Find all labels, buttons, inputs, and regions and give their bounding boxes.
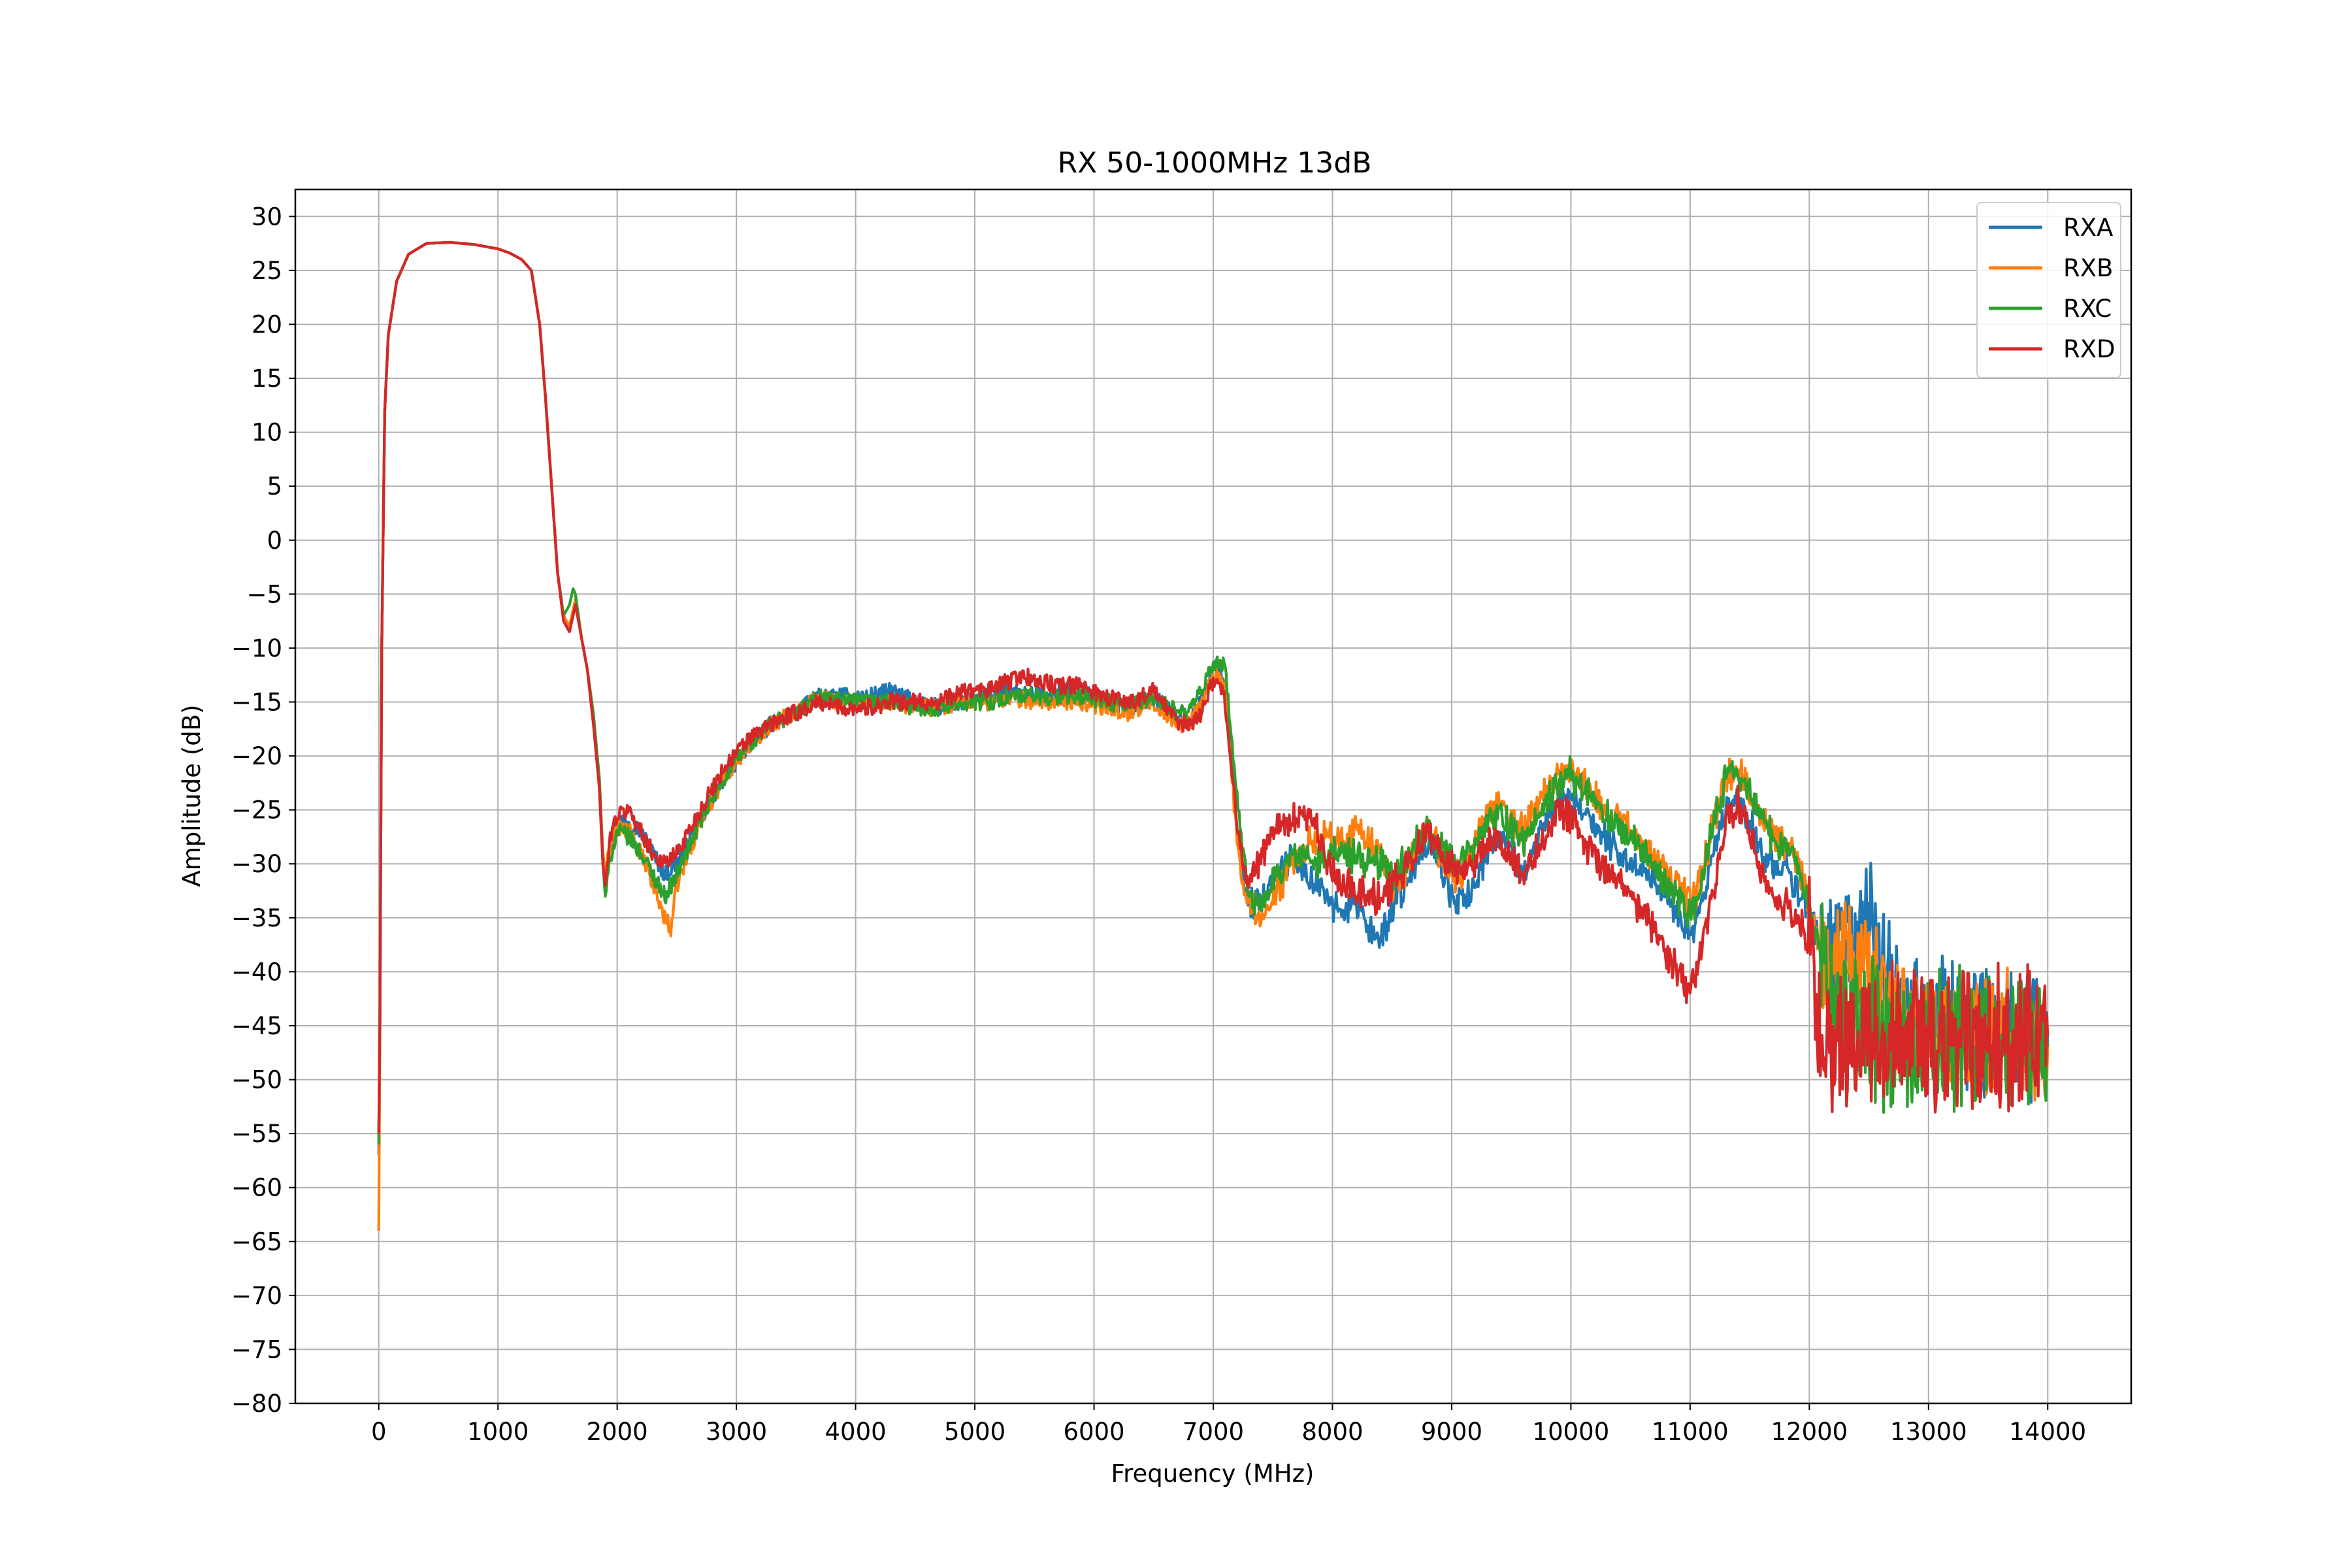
legend-label: RXC (2063, 295, 2112, 323)
y-tick-label: 20 (252, 310, 282, 338)
y-tick-label: −10 (231, 634, 282, 662)
x-tick-label: 2000 (587, 1418, 648, 1446)
y-tick-label: −15 (231, 688, 282, 716)
y-tick-label: −60 (231, 1174, 282, 1202)
chart-title: RX 50-1000MHz 13dB (1058, 146, 1372, 180)
y-tick-label: −50 (231, 1066, 282, 1094)
x-tick-label: 9000 (1421, 1418, 1482, 1446)
y-tick-label: −45 (231, 1012, 282, 1040)
legend-label: RXA (2063, 214, 2113, 242)
y-tick-label: −80 (231, 1390, 282, 1418)
legend: RXA RXB RXC RXD (1976, 202, 2121, 378)
x-axis: 0 1000 2000 3000 4000 5000 6000 7000 8000 9000 100… (371, 1403, 2086, 1446)
x-tick-label: 1000 (467, 1418, 529, 1446)
y-tick-label: −65 (231, 1228, 282, 1256)
y-tick-label: −20 (231, 742, 282, 770)
x-tick-label: 4000 (825, 1418, 887, 1446)
y-tick-label: 10 (252, 419, 282, 447)
legend-label: RXB (2063, 254, 2113, 282)
plot-area (377, 240, 2050, 1231)
y-tick-label: −75 (231, 1335, 282, 1364)
y-tick-label: −5 (246, 580, 282, 608)
x-tick-label: 5000 (944, 1418, 1005, 1446)
x-tick-label: 10000 (1533, 1418, 1610, 1446)
y-axis-label: Amplitude (dB) (178, 704, 206, 887)
series-line-rxb (377, 240, 2050, 1231)
x-tick-label: 7000 (1183, 1418, 1244, 1446)
legend-label: RXD (2063, 335, 2115, 363)
x-tick-label: 13000 (1890, 1418, 1967, 1446)
y-tick-label: −40 (231, 958, 282, 986)
y-tick-label: 0 (267, 527, 282, 555)
x-tick-label: 12000 (1771, 1418, 1848, 1446)
y-axis: 30 25 20 15 10 5 0 −5 −10 −15 −20 −25 −30 −35 −40 −45 −5… (231, 203, 295, 1418)
x-tick-label: 14000 (2009, 1418, 2086, 1446)
x-tick-label: 0 (371, 1418, 387, 1446)
grid (295, 189, 2131, 1404)
y-tick-label: 25 (252, 257, 282, 285)
legend-box (1976, 202, 2121, 378)
x-tick-label: 3000 (706, 1418, 767, 1446)
y-tick-label: 5 (267, 472, 282, 500)
y-tick-label: −30 (231, 850, 282, 878)
x-tick-label: 6000 (1063, 1418, 1124, 1446)
series-line-rxd (377, 240, 2050, 1134)
y-tick-label: −25 (231, 796, 282, 825)
y-tick-label: 30 (252, 203, 282, 231)
y-tick-label: −55 (231, 1120, 282, 1148)
x-axis-label: Frequency (MHz) (1111, 1460, 1315, 1488)
y-tick-label: −35 (231, 904, 282, 932)
y-tick-label: 15 (252, 365, 282, 393)
series-line-rxc (377, 240, 2050, 1145)
x-tick-label: 8000 (1301, 1418, 1363, 1446)
y-tick-label: −70 (231, 1282, 282, 1310)
x-tick-label: 11000 (1652, 1418, 1729, 1446)
